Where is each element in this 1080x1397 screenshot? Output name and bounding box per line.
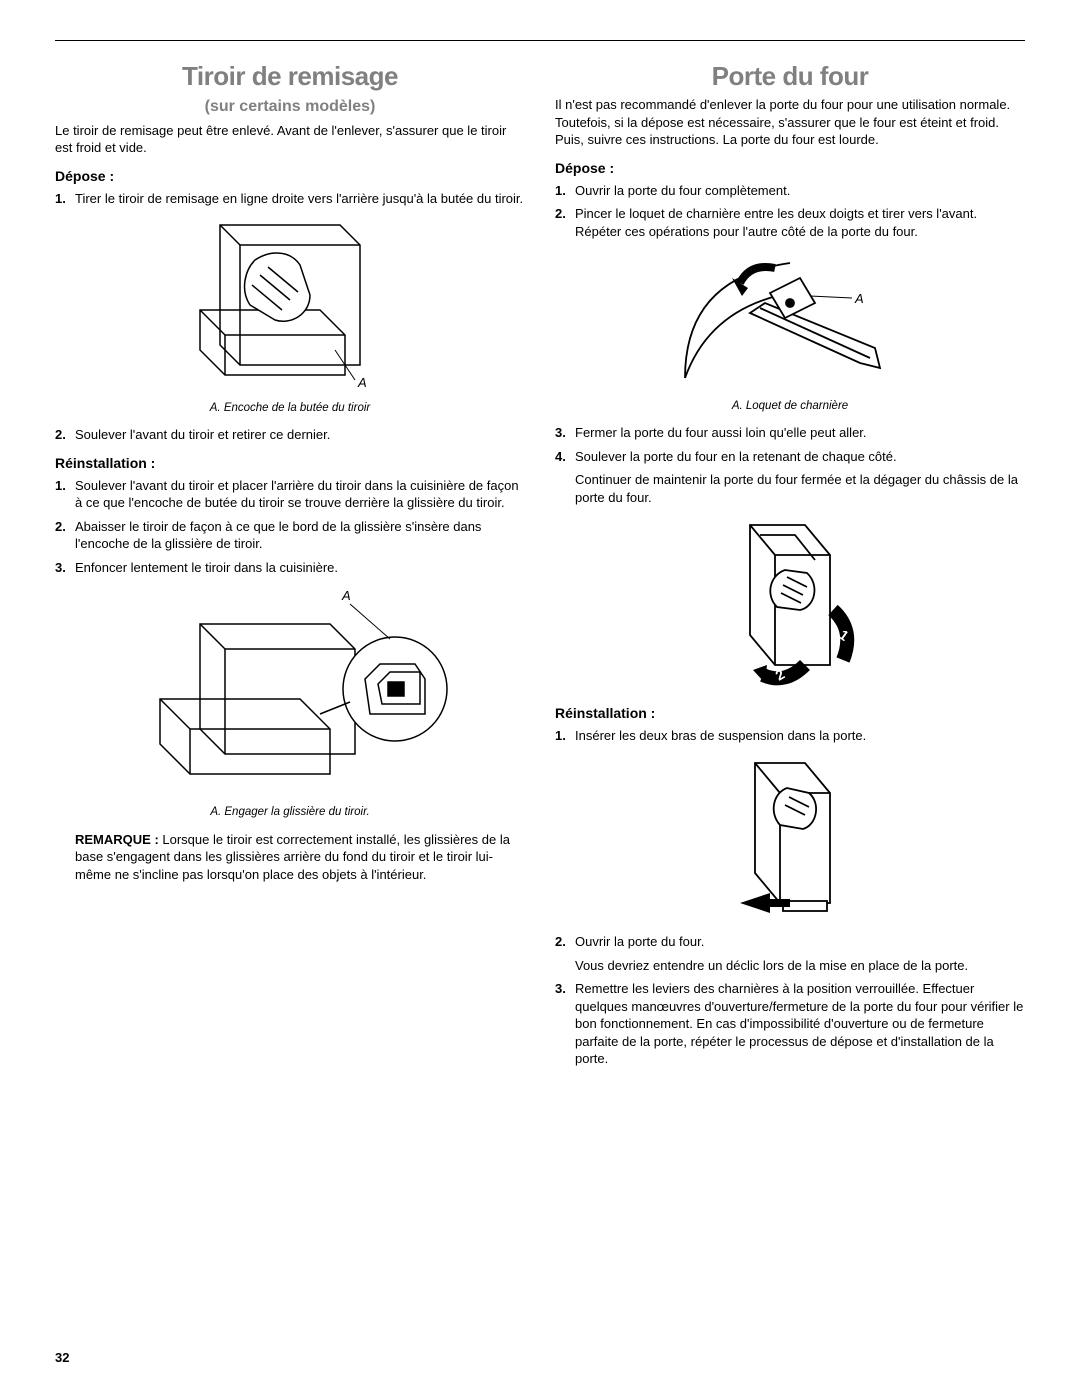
right-reinstall-1: 1.Insérer les deux bras de suspension da… (555, 727, 1025, 745)
drawer-install-figure: A (55, 584, 525, 799)
door-lift-figure: 1 2 (555, 515, 1025, 695)
right-depose-cont: Continuer de maintenir la porte du four … (575, 471, 1025, 506)
list-item: 2.Ouvrir la porte du four. (555, 933, 1025, 951)
drawer-remove-caption: A. Encoche de la butée du tiroir (55, 401, 525, 417)
top-rule (55, 40, 1025, 41)
right-depose-heading: Dépose : (555, 159, 1025, 178)
list-item: 1.Insérer les deux bras de suspension da… (555, 727, 1025, 745)
list-item: 1.Tirer le tiroir de remisage en ligne d… (55, 190, 525, 208)
right-title: Porte du four (555, 59, 1025, 94)
left-reinstall-heading: Réinstallation : (55, 454, 525, 473)
list-item: 1.Ouvrir la porte du four complètement. (555, 182, 1025, 200)
svg-text:A: A (357, 375, 367, 390)
list-item: 3.Enfoncer lentement le tiroir dans la c… (55, 559, 525, 577)
door-lift-icon: 1 2 (715, 515, 865, 690)
hinge-latch-icon: A (680, 248, 900, 388)
list-item: 3.Remettre les leviers des charnières à … (555, 980, 1025, 1068)
drawer-install-icon: A (120, 584, 460, 794)
right-reinstall-cont2: Vous devriez entendre un déclic lors de … (575, 957, 1025, 975)
list-item: 4.Soulever la porte du four en la retena… (555, 448, 1025, 466)
two-column-layout: Tiroir de remisage (sur certains modèles… (55, 59, 1025, 1074)
right-reinstall-3: 3.Remettre les leviers des charnières à … (555, 980, 1025, 1068)
left-remark: REMARQUE : Lorsque le tiroir est correct… (75, 831, 525, 884)
svg-text:A: A (854, 291, 864, 306)
right-reinstall-heading: Réinstallation : (555, 704, 1025, 723)
hinge-latch-caption: A. Loquet de charnière (555, 399, 1025, 415)
page-number: 32 (55, 1349, 69, 1367)
right-depose-steps-12: 1.Ouvrir la porte du four complètement. … (555, 182, 1025, 241)
left-subtitle: (sur certains modèles) (55, 96, 525, 118)
right-intro: Il n'est pas recommandé d'enlever la por… (555, 96, 1025, 149)
list-item: 2.Abaisser le tiroir de façon à ce que l… (55, 518, 525, 553)
drawer-remove-icon: A (160, 215, 420, 390)
left-column: Tiroir de remisage (sur certains modèles… (55, 59, 525, 1074)
left-intro: Le tiroir de remisage peut être enlevé. … (55, 122, 525, 157)
list-item: 2.Soulever l'avant du tiroir et retirer … (55, 426, 525, 444)
svg-text:A: A (341, 588, 351, 603)
door-insert-icon (725, 753, 855, 923)
left-reinstall-steps: 1.Soulever l'avant du tiroir et placer l… (55, 477, 525, 577)
right-depose-steps-34: 3.Fermer la porte du four aussi loin qu'… (555, 424, 1025, 465)
hinge-latch-figure: A (555, 248, 1025, 393)
list-item: 1.Soulever l'avant du tiroir et placer l… (55, 477, 525, 512)
door-insert-figure (555, 753, 1025, 928)
right-column: Porte du four Il n'est pas recommandé d'… (555, 59, 1025, 1074)
list-item: 3.Fermer la porte du four aussi loin qu'… (555, 424, 1025, 442)
remark-label: REMARQUE : (75, 832, 159, 847)
left-depose-heading: Dépose : (55, 167, 525, 186)
drawer-install-caption: A. Engager la glissière du tiroir. (55, 805, 525, 821)
left-title: Tiroir de remisage (55, 59, 525, 94)
list-item: 2.Pincer le loquet de charnière entre le… (555, 205, 1025, 240)
left-depose-steps: 1.Tirer le tiroir de remisage en ligne d… (55, 190, 525, 208)
right-reinstall-2: 2.Ouvrir la porte du four. (555, 933, 1025, 951)
left-depose-steps-2: 2.Soulever l'avant du tiroir et retirer … (55, 426, 525, 444)
drawer-remove-figure: A (55, 215, 525, 395)
